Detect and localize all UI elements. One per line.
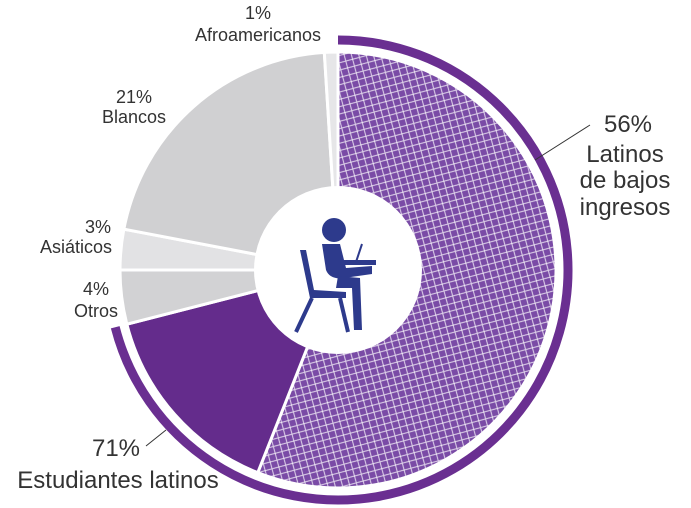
icon (322, 218, 346, 242)
icon (340, 260, 376, 265)
label: 3% (84, 217, 112, 237)
leader (534, 124, 591, 161)
icon (355, 243, 363, 263)
icon (294, 297, 314, 333)
label: Estudiantes latinos (17, 467, 219, 494)
icon (322, 244, 372, 279)
icon (336, 276, 362, 330)
label: Blancos (101, 107, 167, 127)
label: Asiáticos (39, 237, 113, 257)
icon (338, 297, 350, 333)
leader (145, 429, 167, 447)
label: Afroamericanos (194, 25, 322, 45)
label: 4% (82, 279, 110, 299)
icon (300, 250, 346, 298)
label: 71% (91, 435, 141, 462)
outer-arc (110, 35, 573, 505)
label: 21% (115, 87, 153, 107)
label: 1% (244, 3, 272, 23)
label: Latinos de bajos ingresos (579, 141, 671, 221)
label: 56% (603, 111, 653, 138)
label: Otros (73, 301, 119, 321)
